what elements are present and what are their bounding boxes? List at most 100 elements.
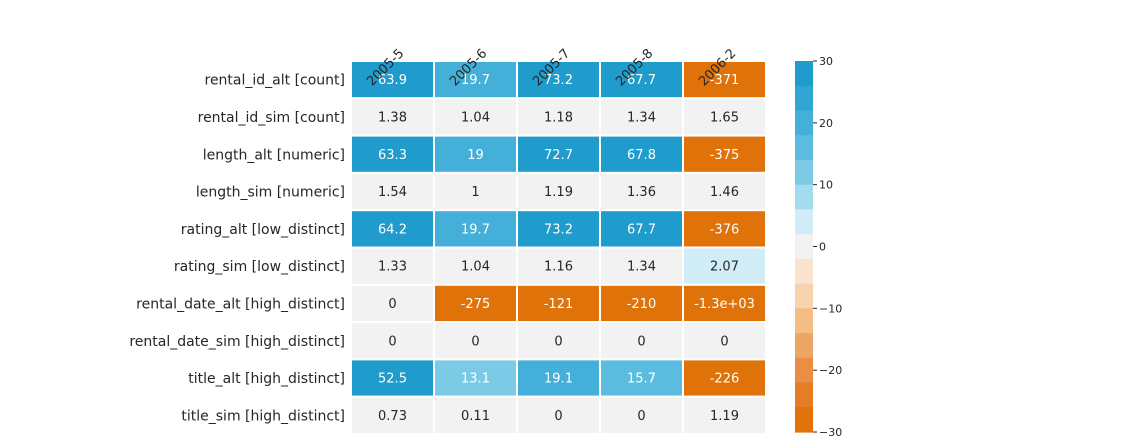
colorbar-bin [795,382,813,408]
heatmap-cell [433,246,518,286]
heatmap-cell [350,246,435,286]
colorbar-tick-label: 30 [819,55,833,68]
cell-value-label: 0 [554,409,562,424]
cell-value-label: 0.73 [378,409,407,424]
row-label: rental_date_sim [high_distinct] [129,334,345,350]
cell-value-label: 0 [637,409,645,424]
heatmap-cell [599,283,684,324]
heatmap-cell [682,209,767,249]
cell-value-label: 64.2 [378,222,407,237]
row-label: rental_date_alt [high_distinct] [136,296,345,312]
row-label: rental_id_alt [count] [205,73,346,89]
row-label: length_sim [numeric] [196,185,345,201]
colorbar-bin [795,61,813,87]
cell-value-label: 19.1 [544,372,573,387]
colorbar-bin [795,135,813,161]
cell-value-label: 19.7 [461,222,490,237]
colorbar-bin [795,159,813,186]
cell-value-label: 0 [388,297,396,312]
heatmap-cell [350,209,435,249]
cell-value-label: 13.1 [461,372,490,387]
cell-value-label: 1.36 [627,185,656,200]
colorbar-bin [795,209,813,235]
cell-value-label: -371 [710,73,740,88]
colorbar-bin [795,184,813,210]
colorbar-bin [795,85,813,112]
colorbar-bin [795,357,813,384]
heatmap-cell [682,246,767,286]
cell-value-label: 63.9 [378,73,407,88]
cell-value-label: 1.04 [461,260,490,275]
colorbar-bin [795,234,813,260]
cell-value-label: -226 [710,372,740,387]
cell-value-label: 1.65 [710,110,739,125]
cell-value-label: 63.3 [378,148,407,163]
cell-value-label: 19.7 [461,73,490,88]
row-label: title_alt [high_distinct] [188,371,345,387]
cell-value-label: 1.33 [378,260,407,275]
heatmap-cell [516,60,601,100]
colorbar-tick-label: 10 [819,179,833,192]
cell-value-label: 0 [388,334,396,349]
cell-value-label: 73.2 [544,222,573,237]
cell-value-label: 1.46 [710,185,739,200]
heatmap-cell [682,134,767,174]
cell-value-label: 1 [471,185,479,200]
colorbar-tick-label: −20 [819,364,842,377]
heatmap-cell [516,171,601,212]
heatmap-cell [599,97,684,137]
cell-value-label: 72.7 [544,148,573,163]
heatmap-cell [682,321,767,361]
heatmap-cell [682,60,767,100]
row-label: length_alt [numeric] [203,147,345,163]
heatmap-cell [682,97,767,137]
cell-value-label: 73.2 [544,73,573,88]
colorbar-tick-label: −30 [819,426,842,439]
colorbar-bin [795,407,813,433]
cell-value-label: -375 [710,148,740,163]
cell-value-label: 2.07 [710,260,739,275]
cell-value-label: -275 [461,297,491,312]
row-label: rating_alt [low_distinct] [181,222,345,238]
cell-value-label: 1.19 [544,185,573,200]
colorbar-tick-label: 20 [819,117,833,130]
colorbar-bin [795,283,813,309]
row-labels: rental_id_alt [count] rental_id_sim [coun… [129,73,345,425]
heatmap-cell [599,395,684,436]
cell-value-label: 52.5 [378,372,407,387]
cell-value-label: 0 [554,334,562,349]
heatmap-cells: 63.9 19.7 73.2 67.7 -371 1.38 1.04 1.18 1.34 1.65… [350,60,767,436]
colorbar-bin [795,110,813,136]
cell-value-label: 0 [471,334,479,349]
colorbar-tick-label: 0 [819,241,826,254]
row-label: title_sim [high_distinct] [181,408,345,424]
cell-value-label: 1.18 [544,110,573,125]
cell-value-label: 1.34 [627,110,656,125]
heatmap-cell [682,395,767,436]
heatmap-cell [682,358,767,398]
cell-value-label: 1.38 [378,110,407,125]
colorbar-bin [795,308,813,334]
cell-value-label: 1.19 [710,409,739,424]
cell-value-label: 1.04 [461,110,490,125]
colorbar-bin [795,333,813,359]
cell-value-label: -121 [544,297,574,312]
heatmap-cell [433,171,518,212]
cell-value-label: 67.8 [627,148,656,163]
row-label: rating_sim [low_distinct] [174,259,345,275]
cell-value-label: -1.3e+03 [694,297,755,312]
cell-value-label: -376 [710,222,740,237]
cell-value-label: 1.16 [544,260,573,275]
cell-value-label: -210 [627,297,657,312]
heatmap-cell [516,209,601,249]
colorbar: 30 20 10 0 −10 −20 −30 [795,55,842,439]
cell-value-label: 0.11 [461,409,490,424]
heatmap-cell [433,395,518,436]
heatmap-cell [350,134,435,174]
cell-value-label: 67.7 [627,73,656,88]
cell-value-label: 19 [467,148,484,163]
heatmap-cell [516,358,601,398]
cell-value-label: 1.34 [627,260,656,275]
heatmap-cell [350,321,435,361]
